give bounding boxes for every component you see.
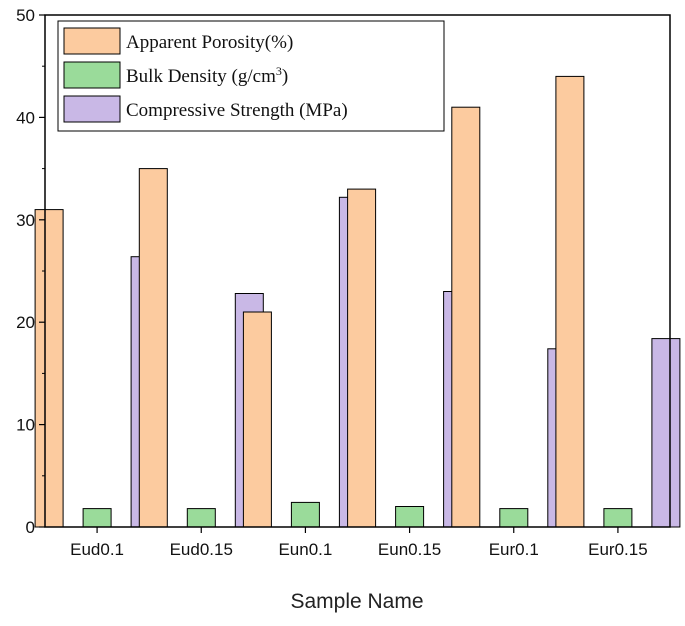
legend-label-density: Bulk Density (g/cm3) xyxy=(126,64,288,87)
legend: Apparent Porosity(%) Bulk Density (g/cm3… xyxy=(57,20,445,132)
ticks-layer: 0 10 20 30 40 50 Eud0.1 Eud0.15 Eun0.1 Eun0.15 Eur… xyxy=(16,6,648,559)
x-tick-label: Eun0.15 xyxy=(378,540,441,559)
legend-frame xyxy=(57,20,445,132)
legend-swatch-density xyxy=(63,61,121,89)
x-tick-label: Eud0.1 xyxy=(70,540,124,559)
y-tick-label: 20 xyxy=(16,313,35,332)
x-axis-title: Sample Name xyxy=(290,590,423,613)
bar-porosity-eun0-15 xyxy=(347,188,377,528)
bar-density-eun0-15 xyxy=(395,506,425,528)
legend-density-superscript: 3 xyxy=(276,64,282,78)
bar-strength-eur0-15 xyxy=(651,338,681,528)
bar-density-eud0-1 xyxy=(82,508,112,528)
y-tick-label: 50 xyxy=(16,6,35,25)
bar-porosity-eud0-1 xyxy=(34,209,64,528)
y-tick-label: 40 xyxy=(16,108,35,127)
bars-layer xyxy=(34,75,681,528)
legend-density-close: ) xyxy=(282,66,288,87)
bar-porosity-eur0-1 xyxy=(451,106,481,528)
y-tick-label: 0 xyxy=(26,518,35,537)
bar-porosity-eur0-15 xyxy=(555,75,585,528)
legend-swatch-strength xyxy=(63,95,121,123)
bar-density-eun0-1 xyxy=(290,501,320,528)
y-tick-label: 30 xyxy=(16,211,35,230)
bar-porosity-eud0-15 xyxy=(138,168,168,528)
x-tick-label: Eur0.15 xyxy=(588,540,648,559)
bar-porosity-eun0-1 xyxy=(242,311,272,528)
x-tick-label: Eur0.1 xyxy=(489,540,539,559)
x-tick-label: Eun0.1 xyxy=(278,540,332,559)
x-tick-label: Eud0.15 xyxy=(170,540,233,559)
legend-label-porosity: Apparent Porosity(%) xyxy=(126,32,293,53)
legend-swatch-porosity xyxy=(63,27,121,55)
y-tick-label: 10 xyxy=(16,416,35,435)
bar-density-eur0-15 xyxy=(603,508,633,528)
bar-density-eur0-1 xyxy=(499,508,529,528)
legend-density-text: Bulk Density (g/cm xyxy=(126,66,276,87)
legend-label-strength: Compressive Strength (MPa) xyxy=(126,100,348,121)
bar-density-eud0-15 xyxy=(186,508,216,528)
